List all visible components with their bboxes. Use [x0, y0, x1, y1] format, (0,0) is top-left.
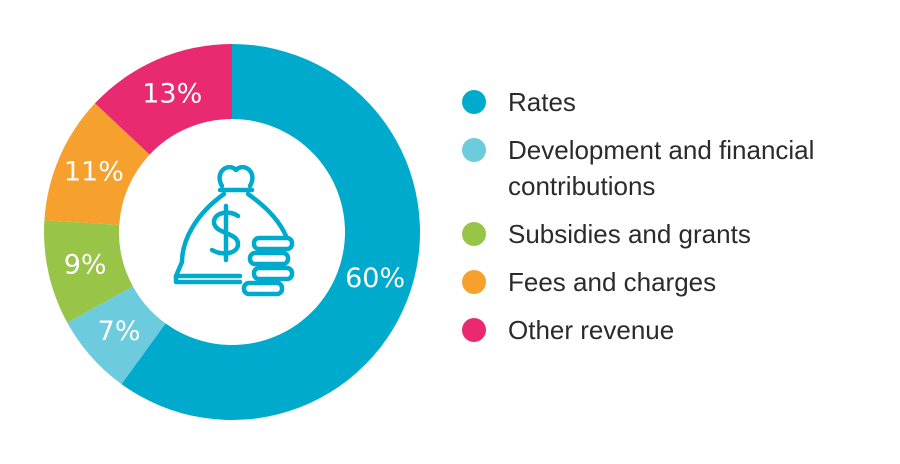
slice-labels: 60% 7% 9% 11% 13% [64, 78, 405, 347]
legend-label: Other revenue [508, 315, 675, 345]
donut-slice-2 [67, 286, 166, 385]
donut-slice-5 [94, 44, 233, 155]
legend-label: Rates [508, 87, 576, 117]
legend-item-subsidies-grants: Subsidies and grants [462, 216, 882, 252]
legend-dot-icon [462, 270, 486, 294]
donut-slices [44, 43, 421, 421]
slice-label-3: 9% [64, 249, 107, 280]
slice-label-2: 7% [98, 316, 141, 347]
slice-label-5: 13% [142, 78, 202, 109]
legend-item-fees-charges: Fees and charges [462, 264, 882, 300]
chart-legend: Rates Development and financial contribu… [462, 84, 882, 360]
legend-dot-icon [462, 222, 486, 246]
legend-dot-icon [462, 138, 486, 162]
donut-slice-4 [44, 103, 150, 225]
legend-label: Subsidies and grants [508, 219, 751, 249]
money-bag-coins-icon [173, 164, 295, 297]
legend-item-other-revenue: Other revenue [462, 312, 882, 348]
donut-slice-3 [44, 220, 133, 323]
legend-label: Development and financial contributions [508, 135, 815, 201]
donut-slice-1 [121, 43, 421, 421]
legend-dot-icon [462, 90, 486, 114]
legend-dot-icon [462, 318, 486, 342]
slice-label-1: 60% [345, 263, 405, 294]
legend-label: Fees and charges [508, 267, 717, 297]
legend-item-development-contributions: Development and financial contributions [462, 132, 882, 204]
slice-label-4: 11% [64, 157, 124, 188]
legend-item-rates: Rates [462, 84, 882, 120]
